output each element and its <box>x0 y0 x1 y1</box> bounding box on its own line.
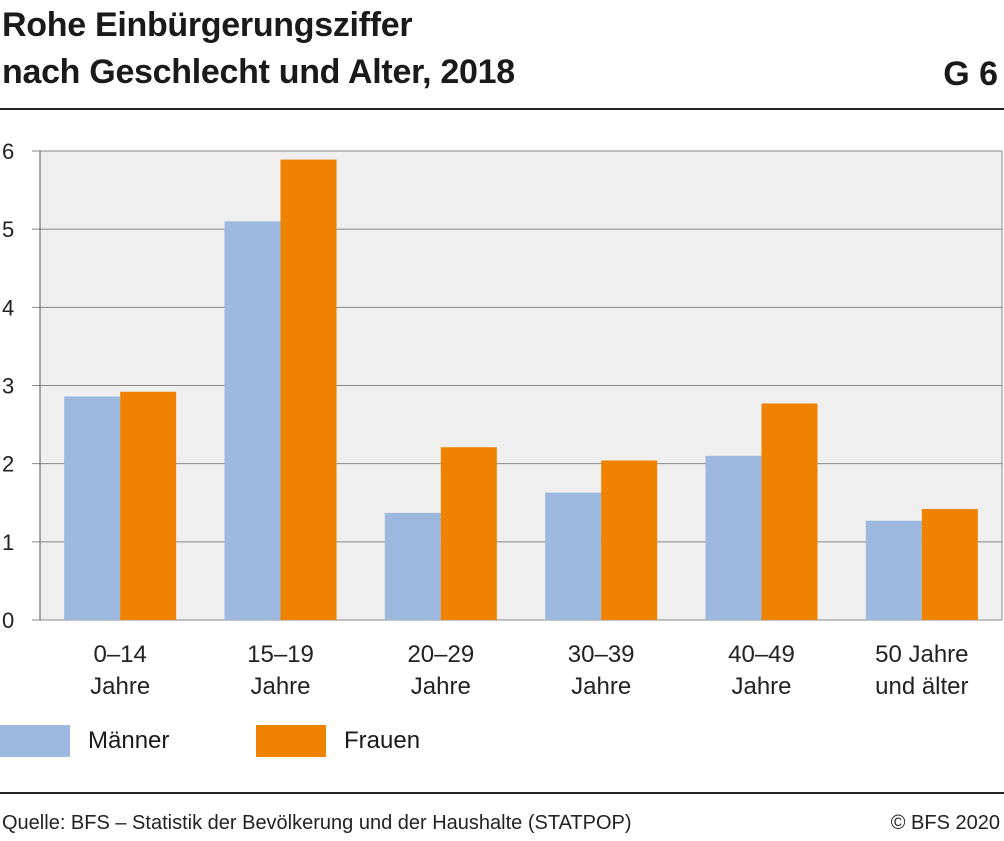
bar-maenner-1 <box>224 221 281 620</box>
source-note: Quelle: BFS – Statistik der Bevölkerung … <box>2 812 632 834</box>
legend-item-frauen: Frauen <box>256 724 420 758</box>
x-tick-label: 30–39 <box>568 641 635 668</box>
y-tick-label: 6 <box>2 139 14 164</box>
y-tick-label: 2 <box>2 452 14 477</box>
x-tick-label: Jahre <box>90 673 150 700</box>
y-tick-label: 3 <box>2 374 14 399</box>
bar-maenner-3 <box>545 492 602 620</box>
bar-frauen-3 <box>601 460 658 620</box>
legend-swatch-frauen <box>256 725 326 757</box>
bar-chart: 0 1 2 3 4 5 6 0–14 Jahre 15–19 Jahre 20–29 Jahre 30–3… <box>2 139 1003 700</box>
legend-item-maenner: Männer <box>0 724 169 758</box>
y-tick-label: 5 <box>2 217 14 242</box>
bar-maenner-2 <box>384 512 441 620</box>
x-tick-label: 40–49 <box>728 641 795 668</box>
x-tick-label: und älter <box>875 673 968 700</box>
bar-maenner-5 <box>865 520 922 620</box>
bar-maenner-4 <box>705 455 762 620</box>
x-tick-label: Jahre <box>250 673 310 700</box>
bar-maenner-0 <box>64 396 121 620</box>
figure-number: G 6 <box>943 55 998 93</box>
x-tick-label: Jahre <box>571 673 631 700</box>
bar-frauen-2 <box>440 447 497 620</box>
top-divider <box>0 108 1004 110</box>
legend-swatch-maenner <box>0 725 70 757</box>
x-tick-label: 50 Jahre <box>875 641 968 668</box>
chart-title-line-2: nach Geschlecht und Alter, 2018 <box>2 53 515 91</box>
x-tick-label: 15–19 <box>247 641 314 668</box>
bar-frauen-4 <box>761 403 818 620</box>
chart-title: Rohe Einbürgerungsziffer nach Geschlecht… <box>2 2 515 96</box>
bottom-divider <box>0 792 1004 794</box>
copyright-note: © BFS 2020 <box>890 812 1000 834</box>
x-tick-label: Jahre <box>731 673 791 700</box>
y-tick-label: 0 <box>2 608 14 633</box>
legend-label-frauen: Frauen <box>344 727 421 754</box>
bar-frauen-5 <box>921 509 978 620</box>
x-tick-label: 0–14 <box>93 641 146 668</box>
y-tick-label: 4 <box>2 295 14 320</box>
bar-frauen-1 <box>280 159 337 620</box>
x-tick-label: Jahre <box>411 673 471 700</box>
y-tick-label: 1 <box>2 530 14 555</box>
legend-label-maenner: Männer <box>88 727 170 754</box>
chart-title-line-1: Rohe Einbürgerungsziffer <box>2 6 413 44</box>
bar-frauen-0 <box>120 391 177 620</box>
x-tick-label: 20–29 <box>407 641 474 668</box>
